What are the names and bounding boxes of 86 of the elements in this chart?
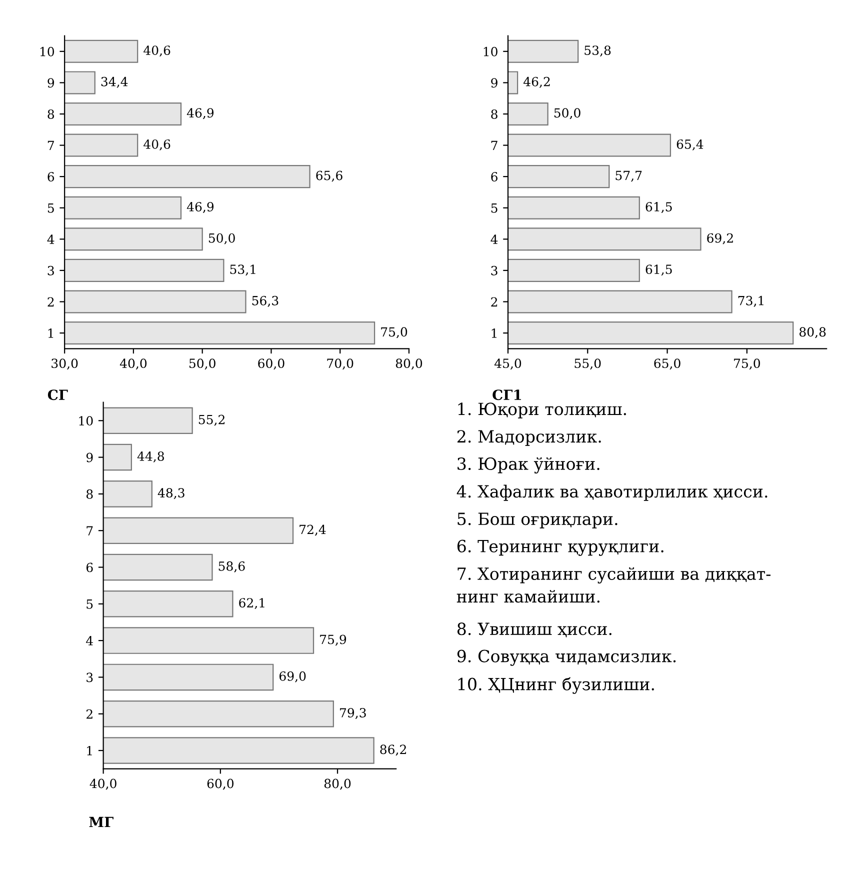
y-tick-label: 1 <box>87 746 92 756</box>
x-tick-label: 40,0 <box>120 358 147 370</box>
y-tick-label: 1 <box>48 328 54 338</box>
data-label: 61,5 <box>646 264 672 276</box>
data-label: 58,6 <box>218 561 245 572</box>
data-label: 62,1 <box>239 598 264 610</box>
x-tick-label: 80,0 <box>396 358 422 370</box>
x-tick-label: 60,0 <box>207 778 234 790</box>
text: 10. ҲЦнинг бузилиши. <box>458 677 654 694</box>
text: 5. Бош оғриқлари. <box>458 512 618 528</box>
y-tick-label: 1 <box>492 328 496 338</box>
x-tick-label: 50,0 <box>189 358 216 370</box>
x-tick-label: 30,0 <box>52 358 78 370</box>
y-tick-label: 2 <box>86 709 92 719</box>
data-label: 50,0 <box>554 108 580 120</box>
y-tick-label: 9 <box>491 78 498 88</box>
text: СГ1 <box>492 390 521 400</box>
text: 2. Мадорсизлик. <box>457 430 601 446</box>
y-tick-label: 2 <box>48 297 54 306</box>
text: 8. Увишиш ҳисси. <box>457 622 612 638</box>
text: 1. Юқори толиқиш. <box>458 402 626 418</box>
x-tick-label: 75,0 <box>734 358 760 370</box>
y-tick-label: 7 <box>491 140 498 150</box>
data-label: 55,2 <box>198 414 224 426</box>
data-label: 48,3 <box>158 488 184 500</box>
x-tick-label: 80,0 <box>324 778 351 790</box>
y-tick-label: 5 <box>491 203 498 213</box>
y-tick-label: 6 <box>86 562 93 572</box>
text: 6. Терининг қуруқлиги. <box>457 540 664 556</box>
data-label: 73,1 <box>738 296 764 307</box>
data-label: 50,0 <box>208 233 235 244</box>
y-tick-label: 3 <box>48 266 54 276</box>
y-tick-label: 3 <box>86 672 93 682</box>
data-label: 69,0 <box>280 671 306 682</box>
data-label: 40,6 <box>144 46 170 57</box>
data-label: 46,9 <box>186 108 214 120</box>
data-label: 53,8 <box>584 46 611 57</box>
x-tick-label: 70,0 <box>327 358 354 370</box>
text: 7. Хотиранинг сусайиши ва диққат- нинг камайиши. <box>456 567 770 603</box>
y-tick-label: 2 <box>491 297 498 306</box>
text: 9. Совуққа чидамсизлик. <box>457 650 676 666</box>
data-label: 72,4 <box>300 524 326 536</box>
text: МГ <box>89 816 114 828</box>
x-tick-label: 65,0 <box>654 358 680 370</box>
data-label: 86,2 <box>380 744 406 756</box>
data-label: 46,9 <box>186 202 214 214</box>
y-tick-label: 10 <box>79 416 93 426</box>
data-label: 69,2 <box>707 233 733 244</box>
data-label: 65,4 <box>676 139 704 150</box>
data-label: 40,6 <box>144 139 170 150</box>
text: 3. Юрак ўйноғи. <box>458 457 600 474</box>
y-tick-label: 10 <box>40 46 54 56</box>
data-label: 65,6 <box>316 170 342 182</box>
x-tick-label: 60,0 <box>258 358 284 370</box>
data-label: 79,3 <box>340 708 366 720</box>
y-tick-label: 7 <box>86 526 93 536</box>
data-label: 75,0 <box>381 327 408 338</box>
y-tick-label: 4 <box>86 636 93 646</box>
y-tick-label: 8 <box>491 109 498 119</box>
data-label: 75,9 <box>320 634 346 646</box>
y-tick-label: 8 <box>48 109 54 119</box>
data-label: 56,3 <box>252 296 278 307</box>
data-label: 80,8 <box>800 327 826 338</box>
y-tick-label: 7 <box>48 140 54 150</box>
data-label: 44,8 <box>137 451 164 462</box>
y-tick-label: 6 <box>491 172 498 182</box>
y-tick-label: 3 <box>491 266 498 276</box>
data-label: 61,5 <box>646 202 672 214</box>
y-tick-label: 9 <box>86 452 93 462</box>
data-label: 57,7 <box>616 170 642 182</box>
y-tick-label: 6 <box>48 172 54 182</box>
text: СГ <box>48 390 68 400</box>
x-tick-label: 55,0 <box>574 358 601 370</box>
data-label: 34,4 <box>101 76 128 88</box>
x-tick-label: 40,0 <box>90 778 116 790</box>
x-tick-label: 45,0 <box>494 358 522 370</box>
y-tick-label: 8 <box>86 489 93 499</box>
text: 4. Хафалик ва ҳавотирлилик ҳисси. <box>456 484 768 501</box>
y-tick-label: 5 <box>48 203 54 213</box>
y-tick-label: 5 <box>86 600 93 609</box>
y-tick-label: 9 <box>48 78 54 88</box>
y-tick-label: 4 <box>47 234 54 244</box>
y-tick-label: 4 <box>490 234 498 244</box>
data-label: 53,1 <box>230 264 256 276</box>
y-tick-label: 10 <box>484 46 498 56</box>
data-label: 46,2 <box>523 76 550 88</box>
